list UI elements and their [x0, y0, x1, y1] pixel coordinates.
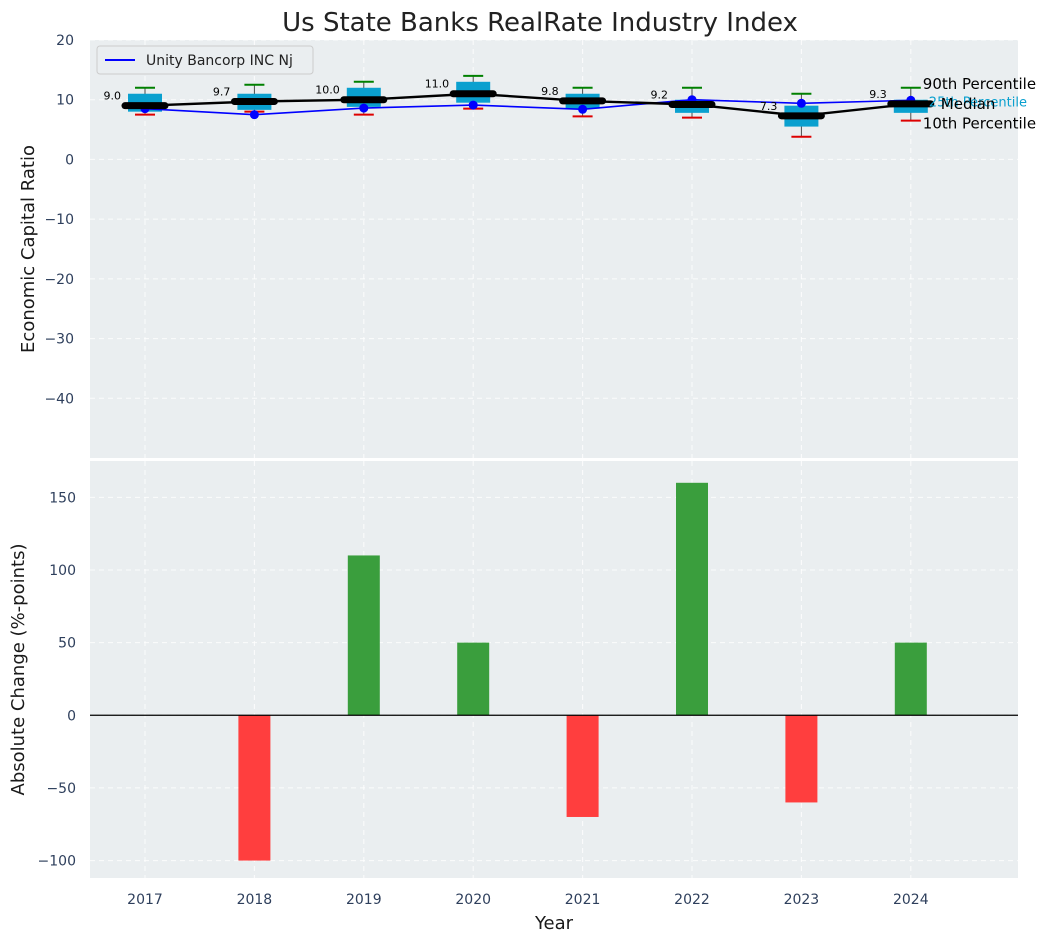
- bottom-ytick-label: 50: [58, 636, 76, 652]
- x-tick-label: 2022: [674, 892, 710, 908]
- top-y-axis-title: Economic Capital Ratio: [18, 145, 39, 353]
- median-value-label: 9.8: [541, 85, 559, 98]
- bottom-panel: 150 100 50 0 −50 −100 2017 2018 2019 2020 2021 2022…: [8, 461, 1018, 934]
- change-bar-2024: [894, 642, 927, 716]
- legend-box: [96, 45, 314, 75]
- median-annotation: Median: [941, 95, 996, 113]
- top-ytick-label: −10: [44, 212, 74, 228]
- change-bar-2018: [238, 715, 271, 861]
- x-tick-label: 2018: [237, 892, 273, 908]
- company-series-line: [144, 98, 911, 116]
- top-ytick-label: 20: [56, 33, 74, 49]
- change-bar-2023: [785, 715, 818, 803]
- bottom-ytick-label: 150: [49, 490, 76, 506]
- x-tick-label: 2020: [455, 892, 491, 908]
- top-ytick-label: −20: [44, 272, 74, 288]
- change-bar-2020: [457, 642, 490, 716]
- x-tick-label: 2024: [893, 892, 929, 908]
- top-ytick-label: −30: [44, 332, 74, 348]
- bottom-ytick-label: 0: [67, 708, 76, 724]
- x-tick-label: 2019: [346, 892, 382, 908]
- company-point-2020: [468, 100, 478, 110]
- change-bar-2019: [347, 555, 380, 716]
- change-bar-2021: [566, 715, 599, 817]
- company-point-2018: [249, 110, 259, 120]
- median-value-label: 9.3: [869, 88, 887, 101]
- median-value-label: 10.0: [315, 84, 340, 97]
- p25-annotation: 25th Percentile: [929, 96, 1027, 111]
- bottom-plot-area: [90, 461, 1018, 878]
- bottom-ytick-label: −50: [46, 781, 76, 797]
- company-point-2021: [578, 104, 588, 114]
- company-point-2023: [796, 98, 806, 108]
- bottom-ytick-label: 100: [49, 563, 76, 579]
- x-axis-title: Year: [534, 913, 574, 934]
- x-tick-label: 2023: [784, 892, 820, 908]
- median-value-label: 9.7: [213, 86, 231, 99]
- company-point-2019: [359, 103, 369, 113]
- median-value-label: 7.3: [760, 100, 778, 113]
- median-value-label: 9.0: [104, 90, 122, 103]
- change-bar-2022: [676, 482, 708, 716]
- bottom-ytick-label: −100: [38, 854, 76, 870]
- p90-annotation: 90th Percentile: [923, 75, 1036, 93]
- median-value-label: 9.2: [651, 88, 669, 101]
- top-ytick-label: −40: [44, 391, 74, 407]
- top-ytick-label: 0: [65, 152, 74, 168]
- chart-title: Us State Banks RealRate Industry Index: [282, 8, 798, 38]
- x-tick-label: 2017: [127, 892, 163, 908]
- x-tick-label: 2021: [565, 892, 601, 908]
- median-value-label: 11.0: [425, 78, 450, 91]
- legend-label: Unity Bancorp INC Nj: [146, 53, 293, 69]
- bottom-y-axis-title: Absolute Change (%-points): [8, 544, 29, 796]
- top-panel: 20 10 0 −10 −20 −30 −40 9.0 9.7 10.0 11.0 9.8 9.2 7.3…: [18, 33, 1036, 458]
- top-ytick-label: 10: [56, 93, 74, 109]
- p10-annotation: 10th Percentile: [923, 115, 1036, 133]
